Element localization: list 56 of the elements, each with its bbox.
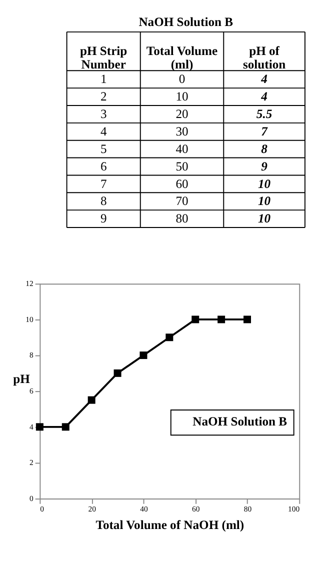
text: 60	[176, 176, 188, 191]
x-tick-label: 60	[192, 504, 200, 514]
text: pH of solution	[242, 44, 286, 72]
text: Total Volume (ml)	[146, 44, 218, 72]
x-axis-title: Total Volume of NaOH (ml)	[96, 518, 244, 532]
text: 2	[100, 90, 107, 104]
x-tick-label: 40	[140, 504, 148, 514]
point	[140, 352, 148, 360]
text: 80	[176, 212, 188, 226]
text: 3	[100, 107, 107, 122]
text: 50	[176, 159, 188, 174]
y-tick-label: 0	[30, 494, 34, 503]
point	[36, 423, 44, 431]
x-tick-label: 100	[288, 504, 300, 514]
text: 70	[176, 194, 188, 208]
text: 5	[100, 142, 107, 156]
y-axis-title: pH	[13, 372, 30, 386]
point	[192, 316, 200, 324]
text: 4	[260, 90, 268, 104]
text: 10	[176, 90, 188, 104]
text: 30	[176, 124, 188, 139]
text: 4	[100, 124, 108, 139]
text: 8	[100, 194, 107, 208]
y-tick-label: 12	[26, 279, 34, 288]
point	[218, 316, 226, 324]
point	[244, 316, 252, 324]
text: 8	[261, 142, 268, 156]
text: 7	[261, 124, 268, 139]
text: 9	[100, 212, 107, 226]
y-tick-label: 2	[30, 458, 34, 468]
text: 40	[176, 142, 188, 156]
text: 6	[100, 159, 107, 174]
text: 10	[258, 176, 272, 191]
text: 4	[260, 72, 268, 86]
text: NaOH Solution B	[192, 414, 288, 428]
text: 1	[100, 72, 107, 86]
text: 0	[178, 72, 186, 86]
text: 10	[258, 194, 272, 208]
y-tick-label: 10	[26, 314, 34, 324]
point	[114, 369, 122, 377]
text: 5.5	[256, 107, 272, 122]
text: 9	[261, 159, 268, 174]
point	[88, 396, 96, 404]
y-tick-label: 4	[30, 422, 34, 432]
point	[166, 334, 174, 342]
text: pH Strip Number	[80, 44, 128, 72]
text: 20	[176, 107, 188, 122]
text: 10	[258, 212, 272, 226]
x-tick-label: 0	[40, 504, 44, 514]
text: 7	[100, 176, 107, 191]
point	[62, 423, 70, 431]
x-tick-label: 80	[244, 504, 252, 514]
chart-title: NaOH Solution B	[138, 15, 234, 30]
y-tick-label: 8	[30, 350, 34, 360]
y-tick-label: 6	[30, 386, 34, 396]
x-tick-label: 20	[88, 504, 96, 514]
